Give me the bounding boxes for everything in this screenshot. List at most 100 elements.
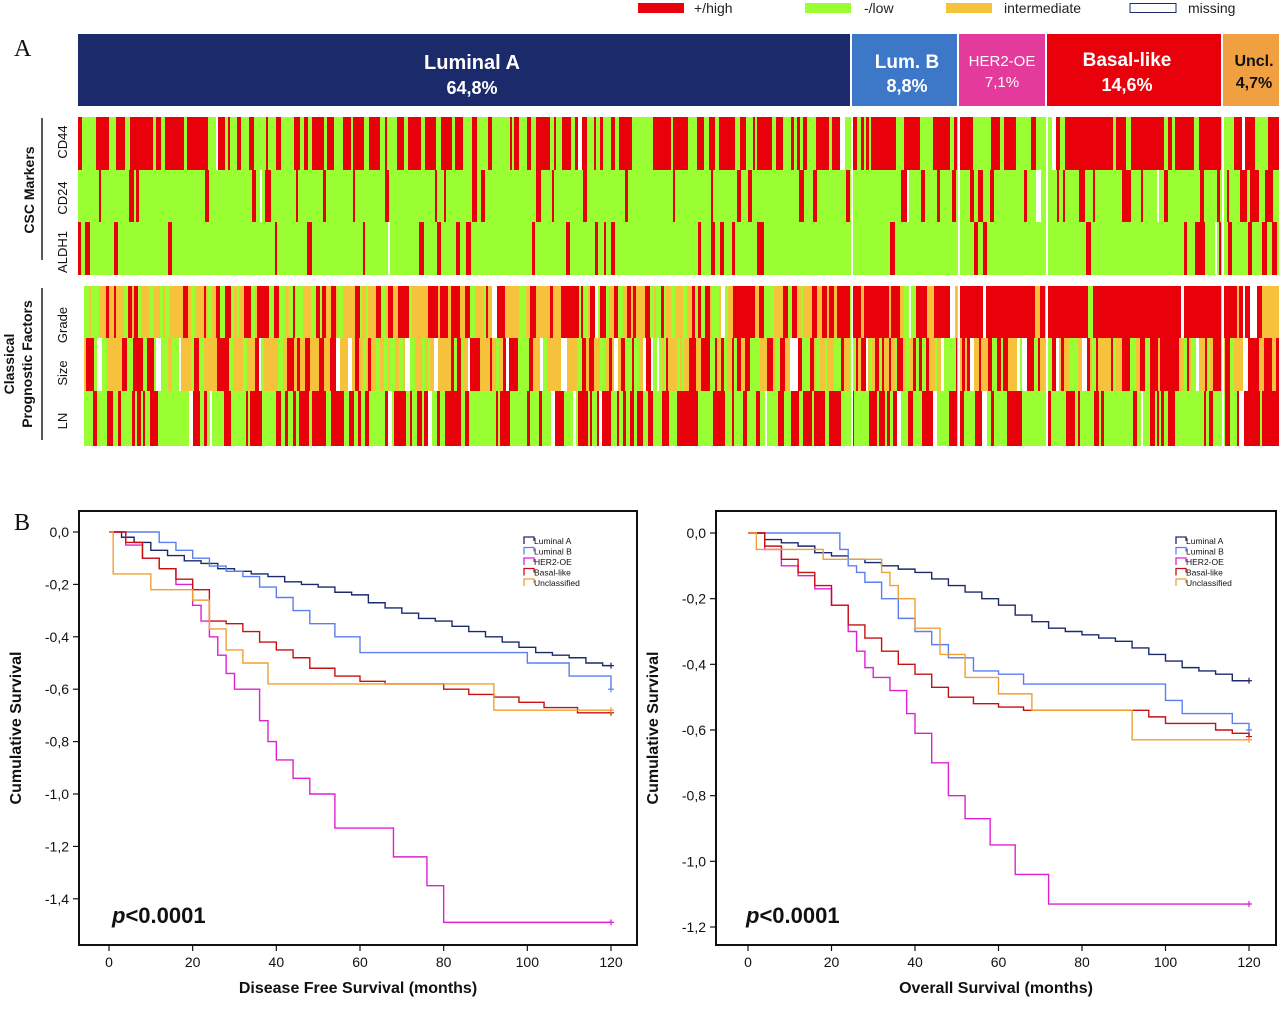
heatmap-cell — [713, 117, 715, 170]
heatmap-cell — [753, 117, 755, 170]
heatmap-cell — [856, 286, 861, 338]
heatmap-cell — [321, 391, 326, 446]
heatmap-cell — [1223, 286, 1227, 338]
heatmap-cell — [798, 338, 802, 391]
heatmap-cell — [472, 170, 477, 222]
heatmap-cell — [856, 338, 858, 391]
heatmap-cell — [703, 338, 708, 391]
heatmap-cell — [1162, 286, 1166, 338]
y-tick-label: -0,8 — [45, 734, 69, 750]
legend-entry: Basal-like — [534, 568, 571, 578]
heatmap-cell — [128, 286, 132, 338]
heatmap-cell — [485, 338, 490, 391]
heatmap-cell — [1052, 338, 1056, 391]
heatmap-cell — [1123, 117, 1126, 170]
heatmap-cell — [560, 391, 564, 446]
heatmap-cell — [285, 391, 288, 446]
heatmap-cell — [903, 338, 906, 391]
heatmap-cell — [832, 117, 837, 170]
heatmap-cell — [147, 338, 150, 391]
heatmap-cell — [1100, 286, 1104, 338]
heatmap-cell — [981, 338, 984, 391]
heatmap-cell — [685, 391, 687, 446]
heatmap-cell — [822, 391, 825, 446]
heatmap-cell — [1277, 117, 1279, 170]
heatmap-cell — [1275, 391, 1279, 446]
heatmap-cell — [114, 222, 118, 275]
heatmap-cell — [403, 338, 405, 391]
heatmap-cell — [269, 170, 271, 222]
heatmap-cell — [505, 286, 510, 338]
heatmap-cell — [348, 117, 351, 170]
heatmap-cell — [759, 117, 762, 170]
x-axis-label: Disease Free Survival (months) — [239, 980, 477, 997]
heatmap-cell — [457, 391, 461, 446]
heatmap-cell — [1036, 170, 1041, 222]
heatmap-cell — [883, 391, 885, 446]
heatmap-cell — [946, 286, 950, 338]
heatmap-cell — [274, 286, 277, 338]
heatmap-cell — [1107, 338, 1111, 391]
x-tick-label: 60 — [991, 954, 1007, 970]
heatmap-cell — [648, 391, 653, 446]
heatmap-cell — [340, 338, 343, 391]
x-tick-label: 0 — [744, 954, 752, 970]
heatmap-cell — [445, 117, 450, 170]
heatmap-cell — [1268, 286, 1270, 338]
heatmap-cell — [173, 117, 177, 170]
heatmap-cell — [907, 170, 909, 222]
heatmap-cell — [1215, 117, 1218, 170]
heatmap-cell — [1158, 338, 1160, 391]
heatmap-cell — [829, 391, 832, 446]
heatmap-cell — [875, 338, 879, 391]
heatmap-cell — [1058, 286, 1061, 338]
heatmap-cell — [1262, 222, 1267, 275]
heatmap-cell — [821, 117, 824, 170]
heatmap-cell — [304, 117, 308, 170]
heatmap-cell — [246, 391, 248, 446]
heatmap-cell — [551, 391, 555, 446]
heatmap-cell — [336, 286, 338, 338]
heatmap-cell — [122, 117, 125, 170]
heatmap-cell — [304, 391, 309, 446]
heatmap-cell — [820, 338, 825, 391]
heatmap-cell — [986, 286, 991, 338]
heatmap-cell — [1125, 338, 1130, 391]
heatmap-cell — [256, 391, 260, 446]
heatmap-cell — [154, 286, 158, 338]
heatmap-cell — [1098, 338, 1102, 391]
heatmap-cell — [276, 117, 279, 170]
heatmap-cell — [373, 117, 375, 170]
heatmap-cell — [362, 286, 364, 338]
heatmap-cell — [1232, 286, 1237, 338]
heatmap-cell — [836, 391, 841, 446]
heatmap-cell — [343, 286, 345, 338]
heatmap-cell — [324, 338, 327, 391]
heatmap-cell — [1192, 117, 1194, 170]
heatmap-cell — [460, 117, 463, 170]
heatmap-cell — [1096, 338, 1098, 391]
heatmap-cell — [100, 117, 105, 170]
heatmap-cell — [562, 117, 566, 170]
heatmap-cell — [343, 117, 348, 170]
heatmap-cell — [1071, 391, 1075, 446]
heatmap-cell — [769, 338, 773, 391]
heatmap-cell — [747, 286, 752, 338]
heatmap-cell — [901, 170, 905, 222]
x-tick-label: 120 — [599, 954, 623, 970]
heatmap-cell — [780, 391, 782, 446]
heatmap-cell — [203, 117, 208, 170]
heatmap-cell — [388, 391, 392, 446]
heatmap-cell — [812, 286, 817, 338]
heatmap-cell — [581, 286, 583, 338]
heatmap-cell — [1122, 170, 1126, 222]
heatmap-cell — [569, 286, 574, 338]
heatmap-cell — [111, 286, 114, 338]
heatmap-row-grade — [84, 286, 1279, 338]
x-tick-label: 80 — [1074, 954, 1090, 970]
heatmap-cell — [299, 391, 304, 446]
legend-entry: HER2-OE — [534, 557, 572, 567]
heatmap-cell — [893, 338, 895, 391]
heatmap-cell — [358, 391, 361, 446]
y-tick-label: -0,8 — [682, 788, 706, 804]
